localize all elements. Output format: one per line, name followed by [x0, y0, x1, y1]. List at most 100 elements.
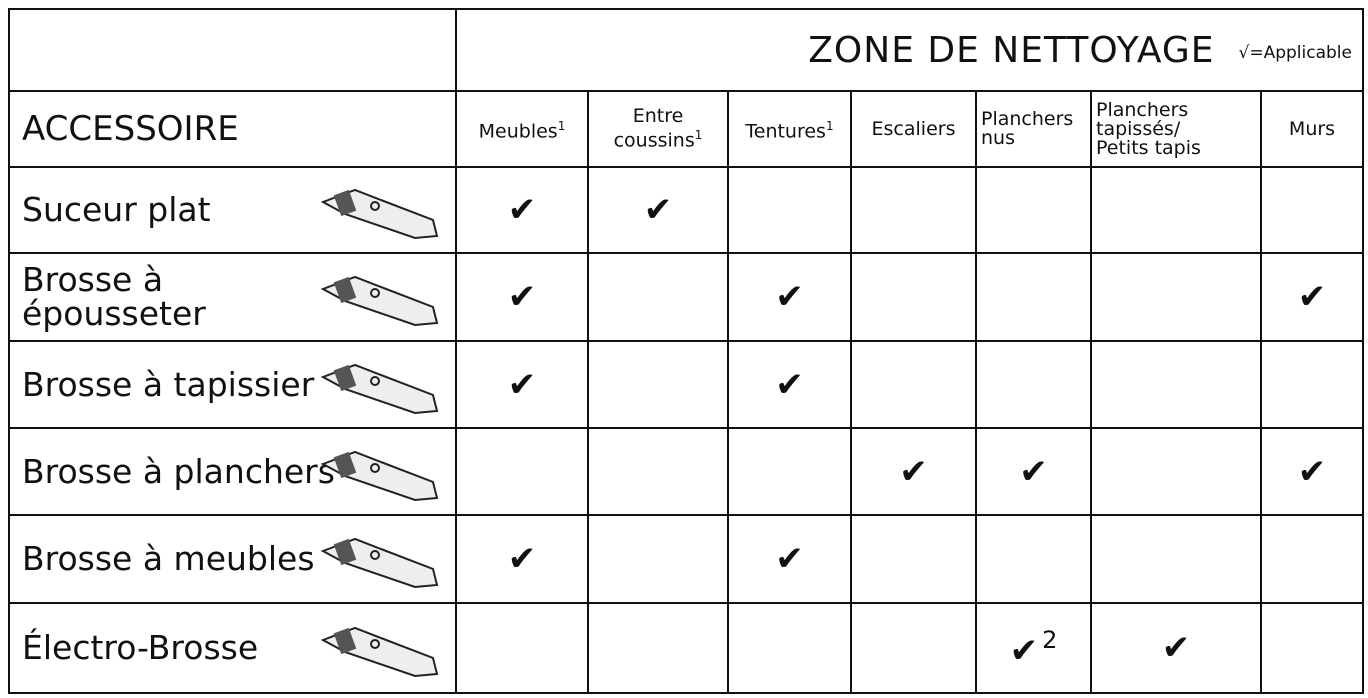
- cell: ✔: [727, 514, 852, 604]
- title: ZONE DE NETTOYAGE: [808, 29, 1215, 71]
- text-line: Petits tapis: [1096, 136, 1201, 159]
- accessory-row: Brosse à tapissier ✔ ✔: [8, 340, 1364, 429]
- accessory-label: ACCESSOIRE: [8, 90, 457, 168]
- accessory-icon: [320, 275, 439, 327]
- column-header: Entre coussins1: [587, 90, 729, 168]
- accessory-icon: [320, 537, 439, 589]
- check-mark: ✔: [775, 277, 804, 317]
- accessory-icon: [320, 363, 439, 414]
- cell: ✔: [727, 340, 852, 429]
- accessory-icon: [320, 450, 439, 501]
- cell: [1260, 340, 1364, 429]
- accessory-name: Brosse à planchers: [8, 427, 457, 516]
- text-line: épousseter: [22, 294, 206, 333]
- cell: ✔: [1090, 602, 1262, 694]
- text-line: Planchers: [981, 108, 1074, 130]
- check-mark: ✔: [507, 364, 537, 405]
- accessory-name: Suceur plat: [8, 166, 457, 254]
- title-row: ZONE DE NETTOYAGE √=Applicable: [8, 8, 1364, 92]
- cell: [727, 427, 852, 516]
- text-line: Brosse à planchers: [22, 451, 335, 491]
- text-line: Suceur plat: [22, 190, 211, 229]
- cell: [850, 166, 977, 254]
- cell: ✔: [455, 166, 589, 254]
- text-line: tapissés/: [1096, 117, 1181, 140]
- legend: √=Applicable: [1238, 42, 1352, 63]
- accessory-icon: [320, 188, 439, 240]
- accessory-row: Brosse à épousseter ✔ ✔ ✔: [8, 252, 1364, 342]
- check-mark: ✔: [1297, 451, 1327, 492]
- cell: [1260, 166, 1364, 254]
- accessory-icon: [320, 626, 439, 678]
- text-line: Électro-Brosse: [22, 628, 259, 667]
- text-line: Entre: [632, 105, 684, 128]
- cell: ✔: [587, 166, 729, 254]
- cell: [850, 252, 977, 342]
- check-mark: ✔: [899, 451, 928, 492]
- cell: [1090, 252, 1262, 342]
- cell: [975, 340, 1092, 429]
- cell: [587, 602, 729, 694]
- accessory-name: Brosse à tapissier: [8, 340, 457, 429]
- cell: [1090, 514, 1262, 604]
- cell: ✔ 2: [975, 602, 1092, 694]
- cell: [1090, 427, 1262, 516]
- text-line: nus: [981, 127, 1015, 149]
- cell: [727, 602, 852, 694]
- text-line: coussins: [613, 129, 695, 152]
- cell: [727, 166, 852, 254]
- text-line: Escaliers: [871, 117, 956, 140]
- accessory-name: Brosse à épousseter: [8, 252, 457, 342]
- check-mark: ✔: [775, 364, 804, 405]
- column-header: Tentures1: [727, 90, 852, 168]
- cell: [975, 514, 1092, 604]
- check-mark: ✔: [507, 277, 537, 317]
- accessory-row: Brosse à planchers ✔ ✔ ✔: [8, 427, 1364, 516]
- text-line: Brosse à meubles: [22, 539, 315, 578]
- accessory-row: Électro-Brosse ✔ 2 ✔: [8, 602, 1364, 694]
- check-mark: ✔: [507, 190, 537, 230]
- cell: ✔: [850, 427, 977, 516]
- footnote: 1: [557, 118, 566, 133]
- column-header: Planchers nus: [975, 90, 1092, 168]
- check-mark: ✔: [1297, 277, 1327, 317]
- cell: [587, 252, 729, 342]
- check-mark: ✔: [1019, 451, 1048, 492]
- text-line: Brosse à: [22, 260, 164, 299]
- accessory-row: Suceur plat ✔ ✔: [8, 166, 1364, 254]
- check-mark: ✔: [775, 539, 804, 579]
- text-line: Brosse à tapissier: [22, 364, 315, 404]
- cell: [975, 252, 1092, 342]
- cell: [587, 340, 729, 429]
- header-row: ACCESSOIRE Meubles1 Entre coussins1 Tenture…: [8, 90, 1364, 168]
- cell: ✔: [455, 514, 589, 604]
- text-line: Planchers: [1096, 98, 1189, 121]
- cell: [975, 166, 1092, 254]
- cell: [1260, 514, 1364, 604]
- cell: [1090, 166, 1262, 254]
- table-body: ZONE DE NETTOYAGE √=Applicable ACCESSOIRE…: [8, 8, 1364, 694]
- empty-cell: [8, 8, 457, 92]
- column-header: Planchers tapissés/Petits tapis: [1090, 90, 1262, 168]
- cell: [455, 427, 589, 516]
- cell: [1260, 602, 1364, 694]
- accessory-table: ZONE DE NETTOYAGE √=Applicable ACCESSOIRE…: [8, 8, 1364, 694]
- text-line: Tentures: [745, 120, 826, 143]
- cell: [587, 514, 729, 604]
- check-mark: ✔: [1009, 630, 1039, 671]
- text-line: Meubles: [478, 120, 558, 143]
- cell: ✔: [1260, 252, 1364, 342]
- check-mark: ✔: [1161, 628, 1191, 668]
- cell: [587, 427, 729, 516]
- accessory-name: Brosse à meubles: [8, 514, 457, 604]
- cell: [850, 514, 977, 604]
- cell: [850, 340, 977, 429]
- footnote: 1: [694, 128, 703, 143]
- accessory-row: Brosse à meubles ✔ ✔: [8, 514, 1364, 604]
- footnote: 1: [825, 118, 834, 133]
- title-cell: ZONE DE NETTOYAGE √=Applicable: [455, 8, 1364, 92]
- cell: ✔: [1260, 427, 1364, 516]
- cell: ✔: [455, 252, 589, 342]
- cell: [850, 602, 977, 694]
- cell: [455, 602, 589, 694]
